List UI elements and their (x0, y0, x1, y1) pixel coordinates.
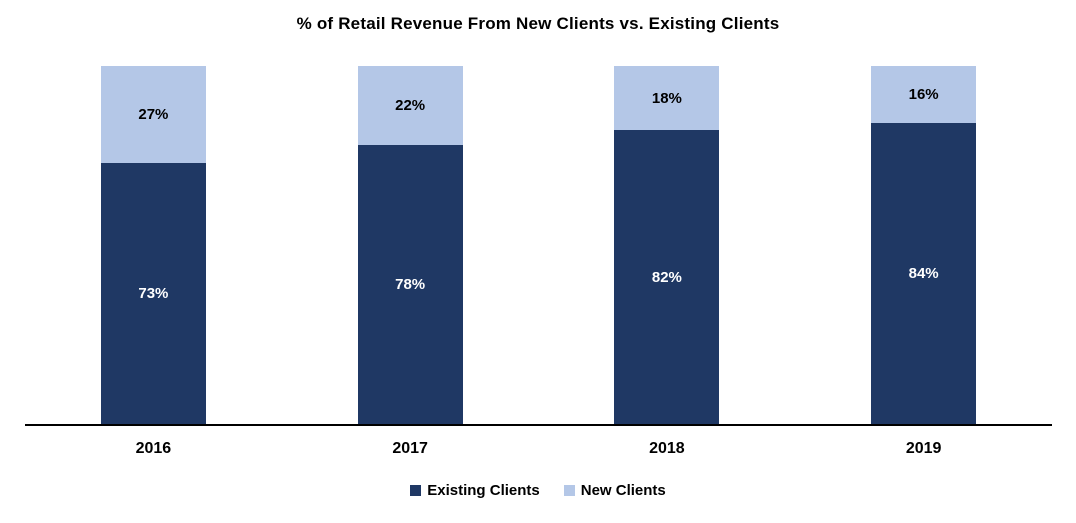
bar-segment-new-clients-2018: 18% (614, 66, 720, 131)
x-axis-labels: 2016 2017 2018 2019 (25, 440, 1052, 458)
legend-label-new-clients: New Clients (580, 482, 666, 499)
legend: Existing Clients New Clients (0, 482, 1076, 499)
bar-2018: 18% 82% (614, 66, 720, 424)
x-axis-label-2016: 2016 (135, 440, 172, 457)
x-axis-label-2019: 2019 (905, 440, 942, 457)
bar-2017: 22% 78% (357, 66, 463, 424)
bar-segment-new-clients-2019: 16% (871, 66, 977, 124)
legend-swatch-existing-clients (410, 485, 422, 496)
x-axis-label-2018: 2018 (649, 440, 685, 457)
bar-2019: 16% 84% (871, 66, 977, 424)
bar-segment-existing-clients-2018: 82% (614, 130, 720, 424)
bar-segment-new-clients-2016: 27% (100, 66, 206, 163)
plot-area: 27% 73% 22% 78% 18% 82% 16% 84% (25, 66, 1052, 424)
x-axis-line (25, 424, 1052, 426)
chart-title: % of Retail Revenue From New Clients vs.… (296, 14, 780, 33)
bar-segment-existing-clients-2017: 78% (357, 144, 463, 424)
legend-item-new-clients: New Clients (563, 482, 666, 499)
legend-item-existing-clients: Existing Clients (410, 482, 540, 499)
bar-segment-existing-clients-2019: 84% (871, 123, 977, 424)
x-axis-label-2017: 2017 (392, 440, 428, 457)
bar-segment-existing-clients-2016: 73% (100, 162, 206, 424)
bar-2016: 27% 73% (100, 66, 206, 424)
bar-segment-new-clients-2017: 22% (357, 66, 463, 145)
legend-swatch-new-clients (563, 485, 575, 496)
legend-label-existing-clients: Existing Clients (427, 482, 540, 499)
